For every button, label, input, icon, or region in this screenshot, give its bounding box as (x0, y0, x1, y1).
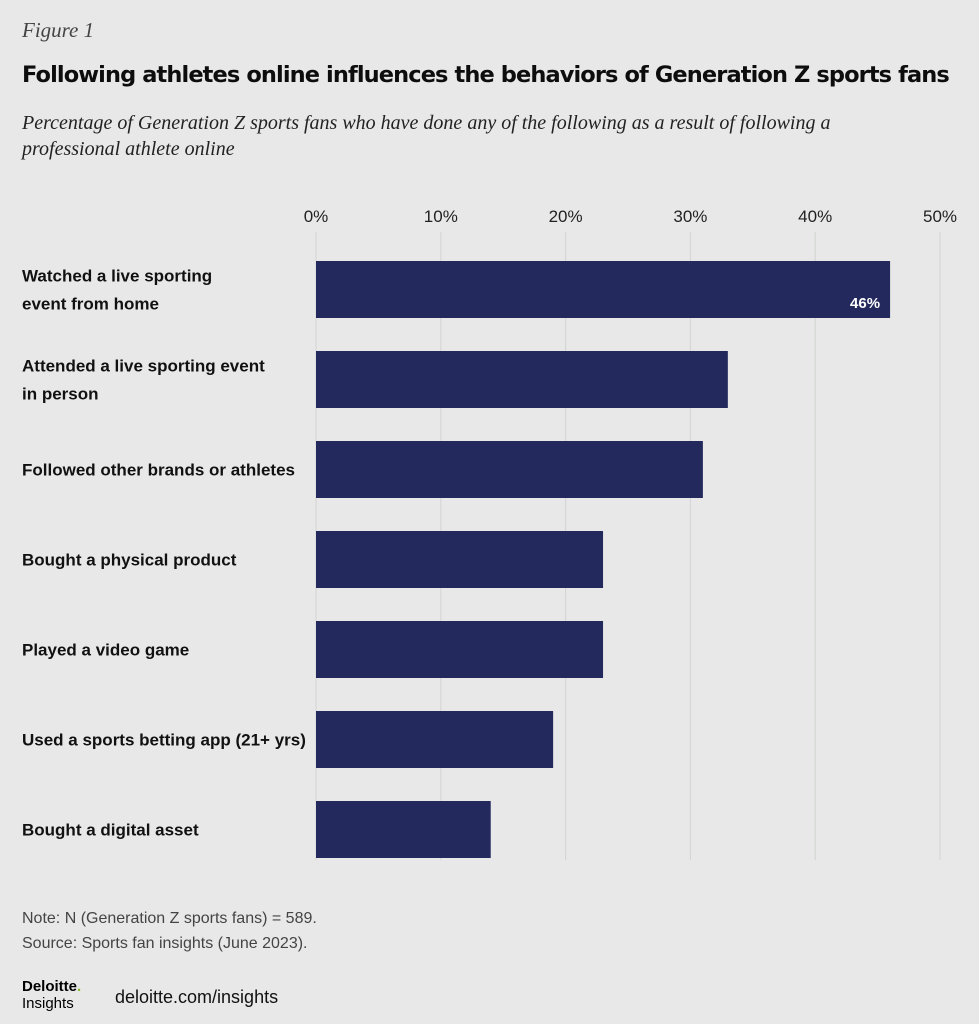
x-tick-label: 50% (923, 207, 957, 226)
footnotes: Note: N (Generation Z sports fans) = 589… (22, 906, 317, 956)
site-link[interactable]: deloitte.com/insights (115, 987, 279, 1007)
bar (316, 531, 604, 588)
logo-insights: Insights (22, 995, 74, 1012)
category-label-line: Followed other brands or athletes (22, 461, 295, 480)
category-label: Bought a physical product (22, 551, 237, 570)
category-label: Followed other brands or athletes (22, 461, 295, 480)
category-label: Used a sports betting app (21+ yrs) (22, 731, 306, 750)
category-label-line: Attended a live sporting event (22, 357, 265, 376)
figure-label: Figure 1 (22, 18, 95, 42)
category-label: Bought a digital asset (22, 821, 199, 840)
bar-chart: 0% 10% 20% 30% 40% 50% Watched a live sporting… (22, 207, 957, 860)
bar (316, 261, 891, 318)
category-label: Attended a live sporting event in person (22, 357, 265, 404)
bar (316, 621, 604, 678)
x-tick-label: 20% (549, 207, 583, 226)
source-text: Source: Sports fan insights (June 2023). (22, 935, 308, 952)
x-tick-label: 30% (673, 207, 707, 226)
bar (316, 351, 728, 408)
logo-dot: . (77, 978, 82, 995)
category-label: Watched a live sporting event from home (22, 267, 212, 314)
x-tick-label: 40% (798, 207, 832, 226)
bar (316, 801, 491, 858)
note-text: Note: N (Generation Z sports fans) = 589… (22, 910, 317, 927)
category-label-line: Bought a physical product (22, 551, 237, 570)
chart-title: Following athletes online influences the… (22, 62, 950, 88)
category-label-line: Used a sports betting app (21+ yrs) (22, 731, 306, 750)
deloitte-insights-logo: Deloitte. Insights (22, 978, 81, 1012)
x-tick-label: 10% (424, 207, 458, 226)
category-label: Played a video game (22, 641, 189, 660)
data-label: 46% (850, 295, 880, 312)
logo-deloitte: Deloitte (22, 978, 78, 995)
bar (316, 441, 703, 498)
category-label-line: Watched a live sporting (22, 267, 212, 286)
x-tick-label: 0% (304, 207, 329, 226)
category-label-line: event from home (22, 295, 159, 314)
category-label-line: in person (22, 385, 99, 404)
bar (316, 711, 554, 768)
chart-subtitle: Percentage of Generation Z sports fans w… (22, 112, 831, 160)
category-label-line: Bought a digital asset (22, 821, 199, 840)
category-label-line: Played a video game (22, 641, 189, 660)
